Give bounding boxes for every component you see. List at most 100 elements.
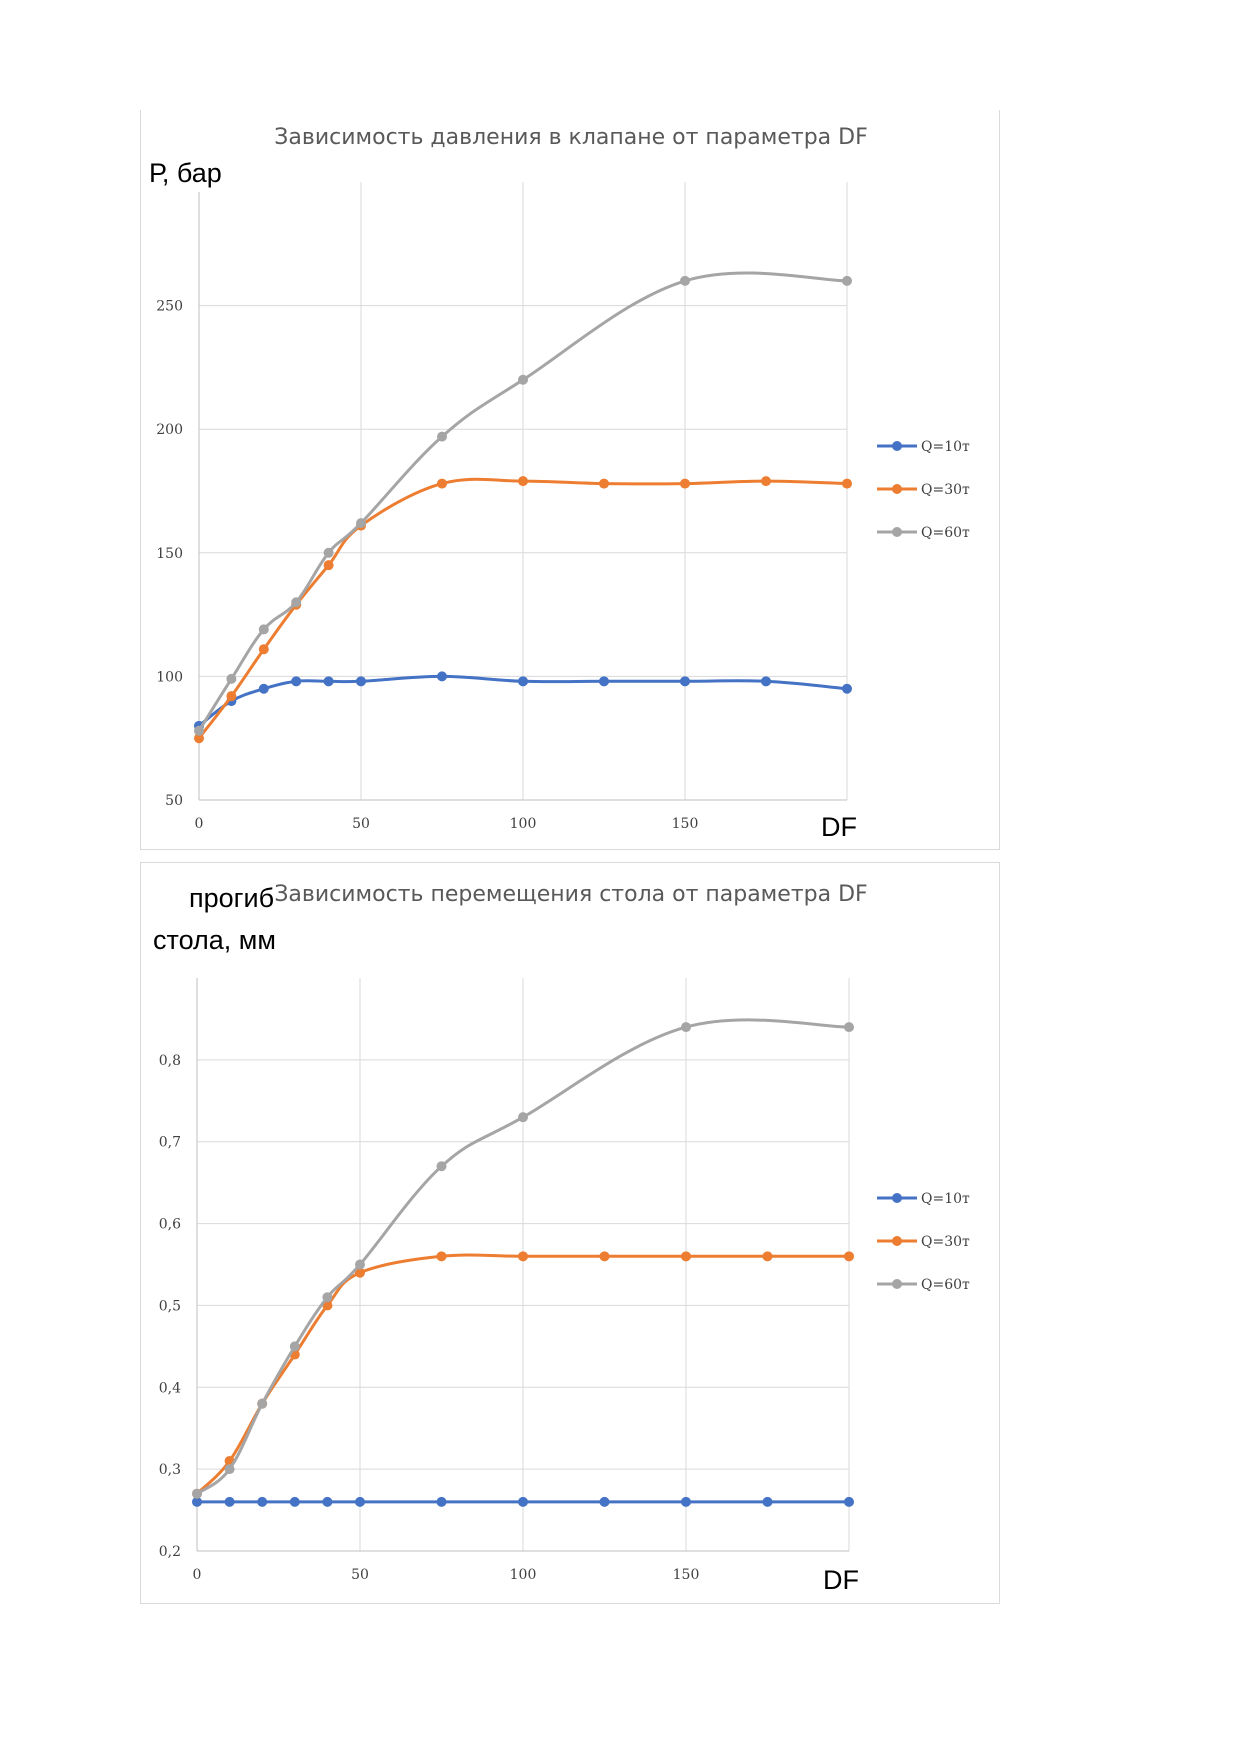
data-point (258, 683, 269, 694)
data-point (192, 1496, 202, 1507)
data-point (518, 476, 528, 487)
data-point (356, 518, 366, 529)
y-tick-label: 0,6 (159, 1217, 181, 1233)
legend-swatch-marker (892, 484, 902, 494)
legend-label: Q=60т (921, 525, 970, 541)
data-point (842, 275, 852, 286)
data-point (680, 275, 690, 286)
legend-swatch-marker (892, 1236, 902, 1246)
pressure-chart-panel: 50 100 150 200 250 0 50 100 150 Зависимость давле… (140, 110, 1000, 850)
data-point (437, 478, 447, 489)
data-point (224, 1464, 235, 1475)
data-point (291, 676, 302, 687)
x-tick-label: 0 (195, 816, 204, 832)
data-point (322, 1292, 333, 1303)
data-point (436, 1251, 447, 1262)
legend-label: Q=30т (921, 482, 970, 498)
y-tick-label: 150 (156, 546, 183, 562)
data-point (681, 1496, 691, 1507)
x-axis-label: DF (821, 812, 857, 842)
data-point (226, 691, 237, 702)
data-point (437, 671, 447, 682)
data-point (762, 1251, 773, 1262)
data-point (681, 1251, 691, 1262)
y-tick-label: 0,4 (159, 1380, 181, 1396)
data-point (599, 1251, 610, 1262)
data-point (291, 597, 302, 608)
y-axis-label: Р, бар (149, 158, 222, 188)
y-axis-label-background (141, 150, 251, 192)
series-line-3 (197, 271, 848, 732)
x-tick-label: 0 (193, 1567, 202, 1583)
chart-title: Зависимость давления в клапане от параме… (274, 125, 867, 150)
legend-swatch-marker (892, 527, 902, 537)
y-tick-label: 0,5 (159, 1298, 181, 1314)
data-point (258, 624, 269, 635)
y-tick-label: 0,8 (159, 1053, 181, 1069)
x-axis-label: DF (823, 1565, 859, 1595)
data-point (192, 1488, 202, 1499)
data-point (844, 1251, 854, 1262)
data-point (437, 431, 447, 442)
x-tick-label: 100 (510, 1567, 537, 1583)
data-point (226, 673, 237, 684)
data-point (680, 478, 690, 489)
data-point (761, 676, 771, 687)
data-point (842, 683, 852, 694)
data-point (289, 1341, 300, 1352)
y-tick-label: 0,2 (159, 1544, 181, 1560)
data-point (844, 1496, 854, 1507)
y-axis-label-background (141, 903, 316, 975)
displacement-chart: 0,2 0,3 0,4 0,5 0,6 0,7 0,8 0 50 100 150 Зависимост… (141, 882, 970, 1595)
y-tick-label: 0,3 (159, 1462, 181, 1478)
data-point (289, 1496, 300, 1507)
data-point (257, 1496, 268, 1507)
y-tick-label: 50 (165, 793, 183, 809)
data-point (436, 1496, 447, 1507)
data-point (599, 1496, 610, 1507)
data-point (518, 1496, 528, 1507)
data-point (518, 1112, 528, 1123)
data-point (323, 676, 334, 687)
data-point (322, 1496, 333, 1507)
data-point (680, 676, 690, 687)
y-axis-label: стола, мм (153, 925, 276, 955)
legend-swatch-marker (892, 1193, 902, 1203)
data-point (599, 478, 609, 489)
data-point (224, 1496, 235, 1507)
data-point (844, 1022, 854, 1033)
data-point (194, 725, 204, 736)
data-point (257, 1398, 268, 1409)
legend-label: Q=60т (921, 1277, 970, 1293)
data-point (842, 478, 852, 489)
x-tick-label: 150 (673, 1567, 700, 1583)
data-point (355, 1259, 365, 1270)
data-point (323, 560, 334, 571)
legend-label: Q=10т (921, 1191, 970, 1207)
data-point (518, 374, 528, 385)
y-tick-label: 100 (156, 669, 183, 685)
data-point (355, 1496, 365, 1507)
data-point (194, 733, 204, 744)
y-tick-label: 0,7 (159, 1135, 181, 1151)
data-point (323, 547, 334, 558)
data-point (258, 644, 269, 655)
legend-swatch-marker (892, 1279, 902, 1289)
data-point (681, 1022, 691, 1033)
data-point (761, 476, 771, 487)
legend-label: Q=30т (921, 1234, 970, 1250)
data-point (355, 1267, 365, 1278)
x-tick-label: 50 (352, 816, 370, 832)
data-point (599, 676, 609, 687)
chart-title: Зависимость перемещения стола от парамет… (274, 882, 867, 907)
data-point (356, 676, 366, 687)
series-line-3 (196, 1018, 850, 1495)
y-tick-label: 200 (156, 422, 183, 438)
x-tick-label: 150 (672, 816, 699, 832)
data-point (518, 1251, 528, 1262)
data-point (762, 1496, 773, 1507)
pressure-chart: 50 100 150 200 250 0 50 100 150 Зависимость давле… (141, 125, 970, 842)
legend-label: Q=10т (921, 439, 970, 455)
data-point (518, 676, 528, 687)
data-point (436, 1161, 447, 1172)
